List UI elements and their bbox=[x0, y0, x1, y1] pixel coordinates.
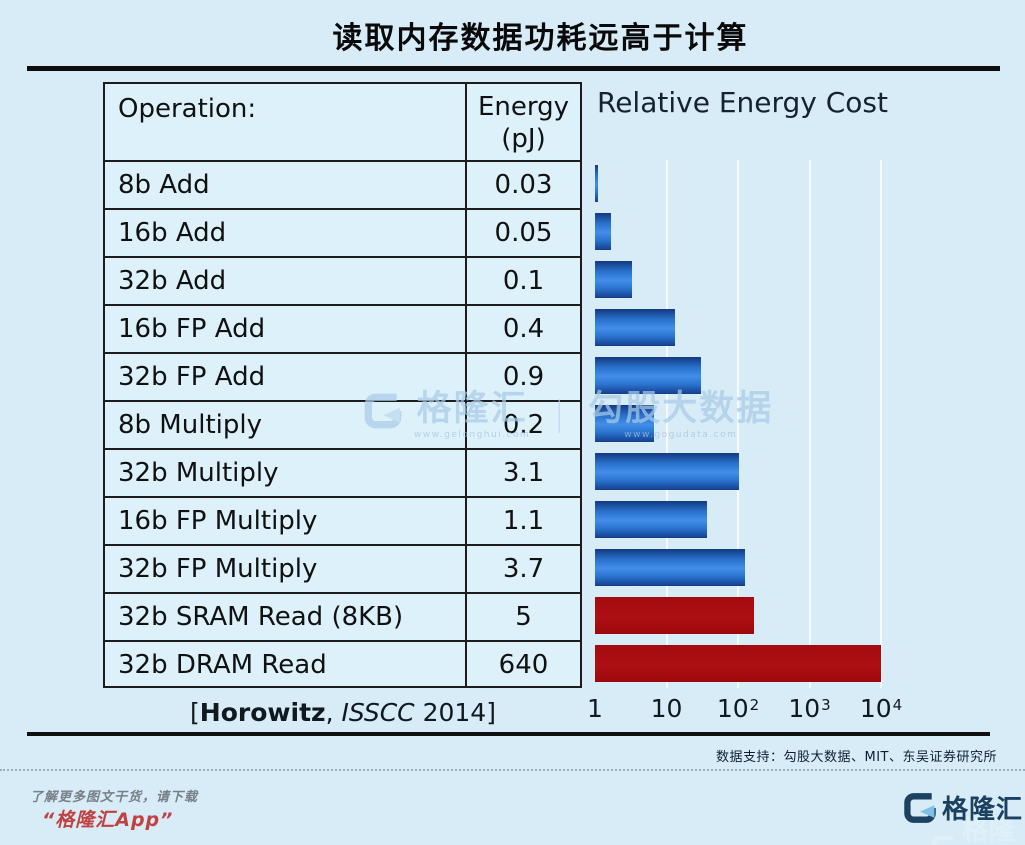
gelonghui-g-icon bbox=[931, 835, 956, 845]
x-axis-tick-label: 10 bbox=[650, 694, 683, 723]
gelonghui-logo-text: 格隆汇 bbox=[962, 816, 1017, 845]
footer-app-name: “格隆汇App” bbox=[42, 809, 174, 831]
gelonghui-logo-text: 格隆汇 bbox=[942, 795, 1024, 825]
chart-gridline bbox=[737, 160, 739, 688]
energy-cell: 0.4 bbox=[465, 306, 580, 352]
bar-16b-fp-multiply bbox=[595, 501, 707, 538]
table-row: 32b Multiply 3.1 bbox=[105, 448, 580, 496]
bottom-divider-line bbox=[27, 732, 990, 736]
bar-32b-fp-add bbox=[595, 357, 701, 394]
bar-32b-dram-read bbox=[595, 645, 881, 682]
energy-cell: 3.1 bbox=[465, 450, 580, 496]
operation-column-header: Operation: bbox=[118, 94, 257, 124]
citation-conference: ISSCC bbox=[341, 698, 415, 727]
operation-cell: 16b FP Add bbox=[118, 314, 266, 344]
table-row: 16b FP Multiply 1.1 bbox=[105, 496, 580, 544]
x-axis-tick-label: 1 bbox=[587, 694, 603, 723]
table-body: 8b Add 0.03 16b Add 0.05 32b Add 0.1 16b FP Ad… bbox=[105, 160, 580, 688]
page-title: 读取内存数据功耗远高于计算 bbox=[332, 21, 749, 56]
x-axis-tick-label: 104 bbox=[859, 694, 903, 723]
energy-cell: 0.05 bbox=[465, 210, 580, 256]
bar-16b-fp-add bbox=[595, 309, 676, 346]
operation-cell: 32b SRAM Read (8KB) bbox=[118, 602, 404, 632]
energy-cell: 3.7 bbox=[465, 546, 580, 592]
operation-cell: 32b FP Multiply bbox=[118, 554, 318, 584]
citation-year: 2014] bbox=[414, 698, 496, 727]
table-row: 8b Add 0.03 bbox=[105, 160, 580, 208]
operation-cell: 32b Multiply bbox=[118, 458, 279, 488]
bar-32b-sram-read-8kb- bbox=[595, 597, 754, 634]
energy-cell: 0.2 bbox=[465, 402, 580, 448]
energy-cell: 0.1 bbox=[465, 258, 580, 304]
bar-8b-multiply bbox=[595, 405, 654, 442]
gelonghui-g-icon bbox=[904, 792, 936, 823]
dotted-separator bbox=[0, 769, 1025, 771]
x-axis-tick-labels: 1 10 102 103 104 bbox=[0, 694, 1025, 728]
operation-cell: 32b Add bbox=[118, 266, 227, 296]
title-divider-line bbox=[27, 66, 1000, 71]
chart-title: Relative Energy Cost bbox=[597, 86, 888, 119]
citation-bracket-open: [ bbox=[190, 698, 200, 727]
bar-32b-multiply bbox=[595, 453, 740, 490]
energy-cell: 5 bbox=[465, 594, 580, 640]
energy-cell: 0.9 bbox=[465, 354, 580, 400]
operation-cell: 16b Add bbox=[118, 218, 227, 248]
energy-header-line1: Energy bbox=[477, 92, 570, 122]
table-row: 32b FP Add 0.9 bbox=[105, 352, 580, 400]
x-axis-tick-label: 102 bbox=[716, 694, 760, 723]
table-row: 8b Multiply 0.2 bbox=[105, 400, 580, 448]
operation-cell: 8b Multiply bbox=[118, 410, 262, 440]
energy-table: Operation: Energy (pJ) 8b Add 0.03 16b Add… bbox=[103, 82, 582, 688]
operation-cell: 8b Add bbox=[118, 170, 210, 200]
citation-comma: , bbox=[325, 698, 342, 727]
table-row: 32b Add 0.1 bbox=[105, 256, 580, 304]
operation-cell: 16b FP Multiply bbox=[118, 506, 318, 536]
bar-32b-add bbox=[595, 261, 633, 298]
operation-cell: 32b DRAM Read bbox=[118, 650, 327, 680]
table-header-row: Operation: Energy (pJ) bbox=[105, 84, 580, 160]
bar-8b-add bbox=[595, 165, 598, 202]
energy-cell: 1.1 bbox=[465, 498, 580, 544]
bar-16b-add bbox=[595, 213, 611, 250]
operation-cell: 32b FP Add bbox=[118, 362, 266, 392]
table-row: 32b SRAM Read (8KB) 5 bbox=[105, 592, 580, 640]
gelonghui-logo: 格隆汇 bbox=[902, 789, 1023, 826]
energy-header-line2: (pJ) bbox=[501, 123, 546, 154]
data-support-credit: 数据支持：勾股大数据、MIT、东吴证券研究所 bbox=[716, 750, 997, 765]
energy-column-header: Energy (pJ) bbox=[465, 84, 580, 160]
chart-gridline bbox=[808, 160, 811, 688]
bar-32b-fp-multiply bbox=[595, 549, 745, 586]
energy-cell: 0.03 bbox=[465, 162, 580, 208]
x-axis-tick-label: 103 bbox=[788, 694, 831, 723]
table-row: 32b DRAM Read 640 bbox=[105, 640, 580, 688]
gelonghui-logo-ghost: 格隆汇 bbox=[930, 810, 1025, 845]
table-row: 16b Add 0.05 bbox=[105, 208, 580, 256]
energy-cell: 640 bbox=[465, 642, 580, 688]
source-citation: [Horowitz, ISSCC 2014] bbox=[103, 698, 583, 727]
footer-promo-text: 了解更多图文干货，请下载 bbox=[30, 790, 199, 805]
table-row: 16b FP Add 0.4 bbox=[105, 304, 580, 352]
chart-gridline bbox=[665, 160, 668, 688]
table-row: 32b FP Multiply 3.7 bbox=[105, 544, 580, 592]
citation-author: Horowitz bbox=[199, 698, 326, 727]
chart-gridline bbox=[880, 160, 882, 688]
bar-chart-plot-area bbox=[595, 160, 1023, 688]
